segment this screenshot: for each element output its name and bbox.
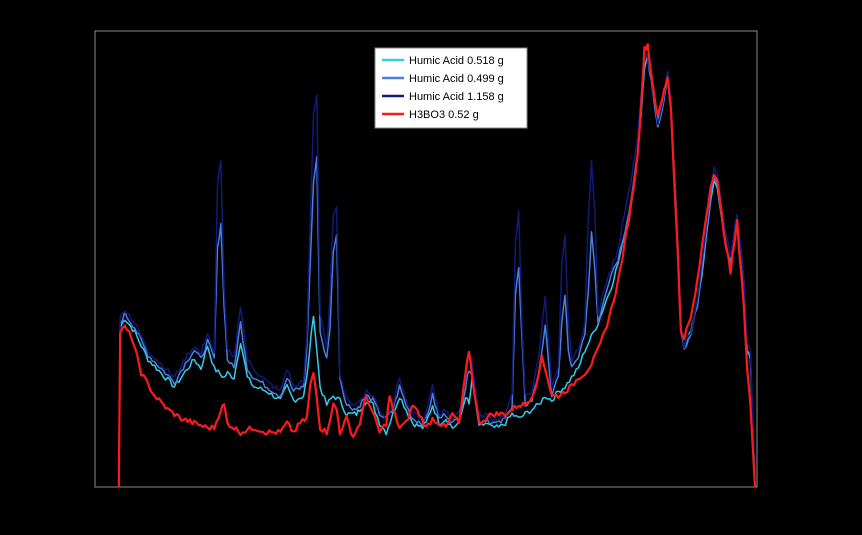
legend-label-4: H3BO3 0.52 g	[409, 109, 479, 121]
legend-label-1: Humic Acid 0.518 g	[409, 55, 504, 67]
series-layer	[117, 43, 757, 488]
series-line-4	[117, 43, 757, 488]
legend-label-2: Humic Acid 0.499 g	[409, 73, 504, 85]
legend-items: Humic Acid 0.518 g Humic Acid 0.499 g Humi…	[382, 55, 504, 121]
legend: Humic Acid 0.518 g Humic Acid 0.499 g Humi…	[374, 47, 528, 129]
legend-label-3: Humic Acid 1.158 g	[409, 91, 504, 103]
